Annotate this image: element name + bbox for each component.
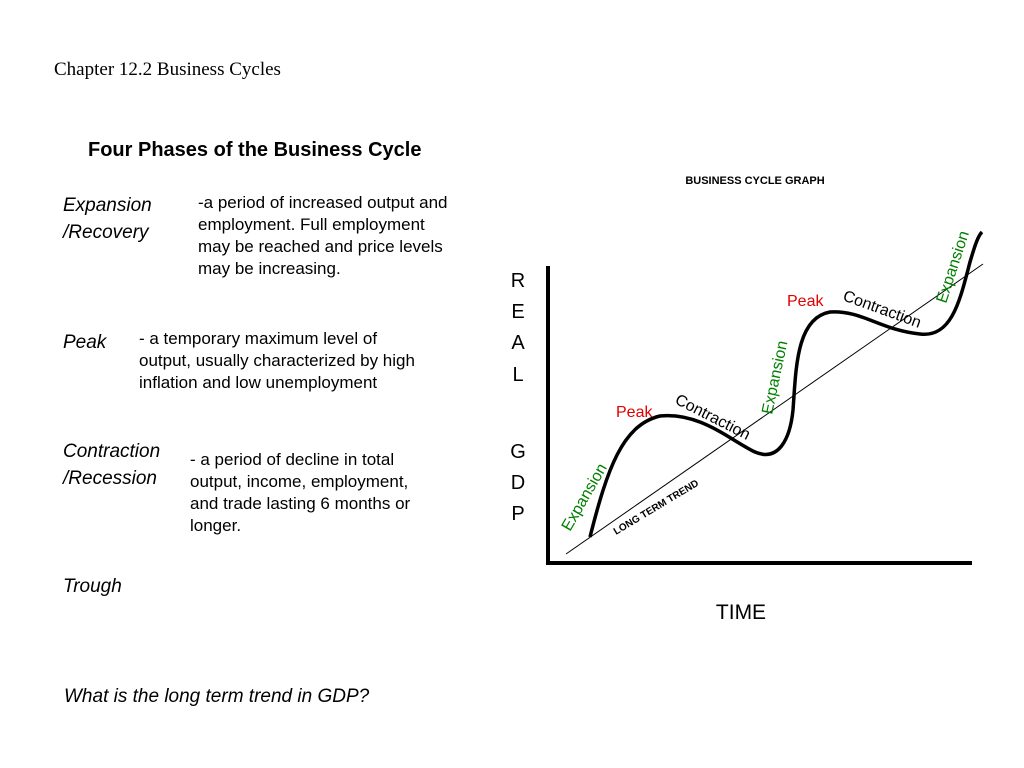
y-axis-letter: E <box>511 301 524 323</box>
chapter-title: Chapter 12.2 Business Cycles <box>54 59 281 80</box>
phase-term-expansion: Expansion /Recovery <box>63 192 152 246</box>
phase-term-line: Peak <box>63 332 107 353</box>
phase-term-line: /Recession <box>63 468 157 489</box>
cycle-curve <box>588 230 984 538</box>
phase-description-contraction: - a period of decline in total output, i… <box>190 449 410 537</box>
description-line: may be increasing. <box>198 259 341 278</box>
description-line: -a period of increased output and <box>198 193 448 212</box>
trend-label: LONG TERM TREND <box>612 478 701 538</box>
description-line: - a period of decline in total <box>190 450 395 469</box>
y-axis-letter: G <box>510 441 526 463</box>
description-line: inflation and low unemployment <box>139 373 378 392</box>
phase-term-line: Contraction <box>63 441 161 462</box>
graph-title: BUSINESS CYCLE GRAPH <box>685 175 824 187</box>
description-line: may be reached and price levels <box>198 237 443 256</box>
phase-description-expansion: -a period of increased output and employ… <box>198 192 448 280</box>
label-peak-1: Peak <box>616 404 653 421</box>
label-peak-2: Peak <box>787 293 824 310</box>
x-axis-label: TIME <box>716 601 766 624</box>
description-line: longer. <box>190 516 242 535</box>
description-line: employment. Full employment <box>198 215 425 234</box>
y-axis-label: R E A L G D P <box>510 270 526 525</box>
phase-term-line: /Recovery <box>63 222 149 243</box>
description-line: - a temporary maximum level of <box>139 329 378 348</box>
label-expansion-1: Expansion <box>559 461 611 534</box>
y-axis-letter: D <box>511 472 525 494</box>
phase-term-contraction: Contraction /Recession <box>63 438 160 492</box>
description-line: output, usually characterized by high <box>139 351 415 370</box>
section-heading: Four Phases of the Business Cycle <box>88 139 422 161</box>
y-axis-letter: P <box>511 503 524 525</box>
phase-term-trough: Trough <box>63 573 122 600</box>
y-axis-letter: L <box>512 364 523 386</box>
phase-description-peak: - a temporary maximum level of output, u… <box>139 328 415 394</box>
label-expansion-2: Expansion <box>759 339 791 416</box>
y-axis-letter: R <box>511 270 525 292</box>
phase-term-line: Expansion <box>63 195 152 216</box>
y-axis-letter: A <box>511 332 525 354</box>
phase-term-peak: Peak <box>63 329 106 356</box>
question-text: What is the long term trend in GDP? <box>64 686 370 707</box>
trend-line <box>565 263 984 555</box>
description-line: and trade lasting 6 months or <box>190 494 411 513</box>
phase-term-line: Trough <box>63 576 122 597</box>
description-line: output, income, employment, <box>190 472 409 491</box>
